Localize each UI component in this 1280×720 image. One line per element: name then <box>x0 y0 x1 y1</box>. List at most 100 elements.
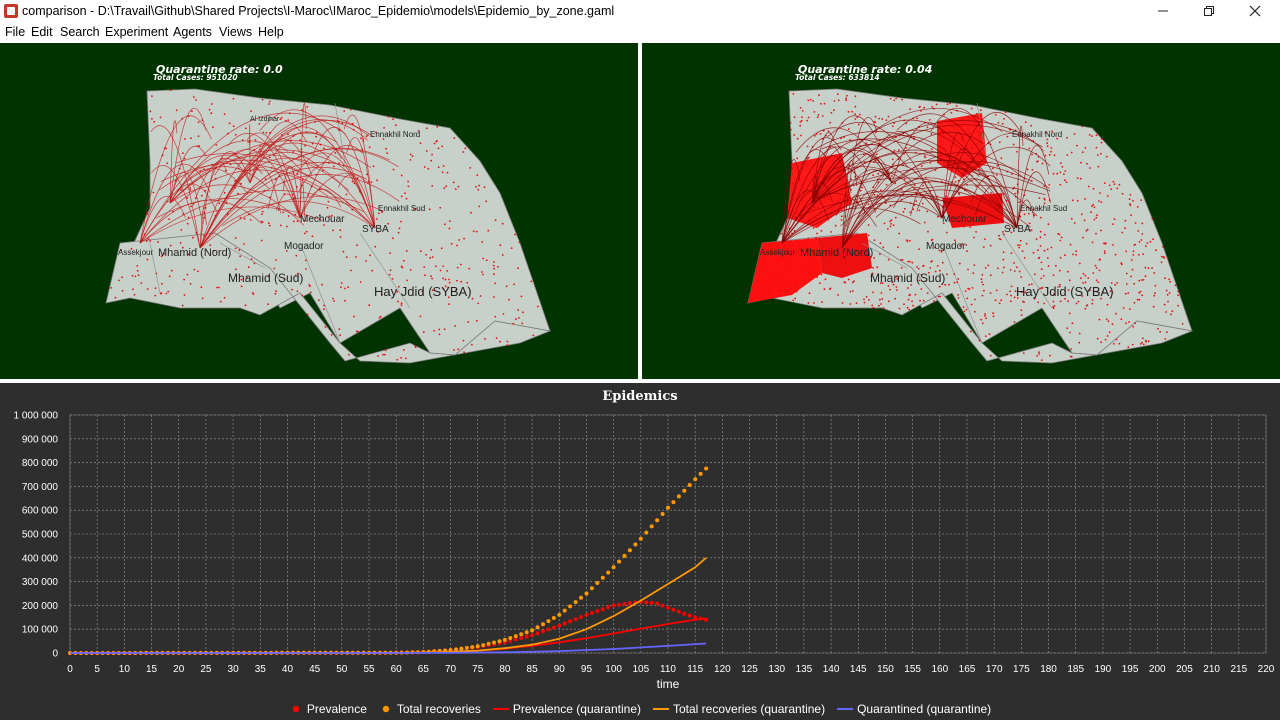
case-dot <box>445 185 448 188</box>
case-dot <box>786 261 789 264</box>
case-dot <box>198 145 201 147</box>
window-title: comparison - D:\Travail\Github\Shared Pr… <box>22 4 615 18</box>
epidemics-chart-panel[interactable]: Epidemics 0 100 000 200 000 300 000 400 000 5… <box>0 383 1280 720</box>
case-dot <box>244 304 247 307</box>
case-dot <box>1132 250 1135 253</box>
case-dot <box>182 152 184 154</box>
menu-experiment[interactable]: Experiment <box>105 25 169 39</box>
series-point <box>627 548 632 553</box>
case-dot <box>916 117 918 120</box>
series-point <box>508 636 513 640</box>
case-dot <box>894 182 897 185</box>
case-dot <box>136 265 139 267</box>
map-view-left[interactable]: Ennakhil Nord Al Izdihar SYBA Mechouar M… <box>0 43 638 379</box>
case-dot <box>239 216 242 219</box>
x-tick-label: 220 <box>1258 664 1275 675</box>
series-point <box>541 629 545 634</box>
case-dot <box>953 273 956 275</box>
case-dot <box>913 184 916 187</box>
case-dot <box>1125 283 1128 285</box>
case-dot <box>392 237 394 240</box>
case-dot <box>1002 231 1004 233</box>
series-point <box>666 605 670 610</box>
case-dot <box>261 210 264 213</box>
x-tick-label: 5 <box>94 664 100 675</box>
map-view-right[interactable]: Ennakhil Nord SYBA Mechouar Mogador Mham… <box>642 43 1280 379</box>
travel-arc <box>916 192 943 219</box>
case-dot <box>853 280 855 283</box>
menu-search[interactable]: Search <box>60 25 100 39</box>
case-dot <box>1048 184 1051 186</box>
case-dot <box>965 308 968 311</box>
case-dot <box>891 281 894 284</box>
x-tick-label: 205 <box>1176 664 1193 675</box>
case-dot <box>478 184 480 187</box>
case-dot <box>1055 264 1057 267</box>
case-dot <box>925 280 927 282</box>
map-right: Ennakhil Nord SYBA Mechouar Mogador Mham… <box>747 88 1194 364</box>
case-dot <box>316 131 318 134</box>
menu-views[interactable]: Views <box>219 25 253 39</box>
close-button[interactable] <box>1232 0 1278 22</box>
case-dot <box>400 195 403 198</box>
case-dot <box>1124 292 1127 295</box>
case-dot <box>808 292 811 295</box>
case-dot <box>1053 154 1056 157</box>
case-dot <box>190 205 193 208</box>
case-dot <box>210 112 213 115</box>
travel-arc <box>845 170 893 227</box>
case-dot <box>1046 138 1049 141</box>
case-dot <box>922 299 925 302</box>
case-dot <box>957 297 960 299</box>
case-dot <box>396 290 399 293</box>
menu-help[interactable]: Help <box>258 25 284 39</box>
menu-agents[interactable]: Agents <box>173 25 212 39</box>
restore-button[interactable] <box>1186 0 1232 22</box>
case-dot <box>1066 136 1068 139</box>
case-dot <box>1018 201 1020 204</box>
case-dot <box>878 304 880 307</box>
x-tick-label: 135 <box>796 664 813 675</box>
case-dot <box>1114 283 1117 286</box>
case-dot <box>962 306 965 308</box>
case-dot <box>1132 200 1134 202</box>
series-point <box>611 565 616 570</box>
menu-file[interactable]: File <box>5 25 26 39</box>
case-dot <box>1028 283 1031 286</box>
case-dot <box>475 230 478 233</box>
case-dot <box>442 277 444 280</box>
case-dot <box>323 224 325 226</box>
case-dot <box>843 265 846 267</box>
case-dot <box>1009 269 1012 271</box>
case-dot <box>966 250 968 253</box>
travel-arc <box>841 131 985 249</box>
case-dot <box>1040 268 1043 271</box>
case-dot <box>1086 162 1088 165</box>
case-dot <box>400 174 403 177</box>
case-dot <box>1050 150 1052 153</box>
case-dot <box>229 163 232 166</box>
series-point <box>633 542 638 547</box>
travel-arc <box>808 131 1018 229</box>
case-dot <box>920 288 923 290</box>
case-dot <box>872 267 874 269</box>
case-dot <box>1075 250 1078 253</box>
case-dot <box>187 253 190 256</box>
case-dot <box>960 138 963 141</box>
case-dot <box>409 153 412 156</box>
case-dot <box>770 250 773 253</box>
case-dot <box>900 259 902 261</box>
case-dot <box>806 243 809 246</box>
case-dot <box>945 231 948 234</box>
case-dot <box>982 206 985 209</box>
case-dot <box>482 273 484 276</box>
menu-edit[interactable]: Edit <box>31 25 53 39</box>
case-dot <box>1052 172 1055 175</box>
close-icon <box>1249 5 1261 17</box>
case-dot <box>786 290 789 293</box>
case-dot <box>120 249 122 252</box>
travel-arc <box>169 120 178 204</box>
minimize-button[interactable] <box>1140 0 1186 22</box>
case-dot <box>397 300 399 303</box>
case-dot <box>443 223 446 226</box>
